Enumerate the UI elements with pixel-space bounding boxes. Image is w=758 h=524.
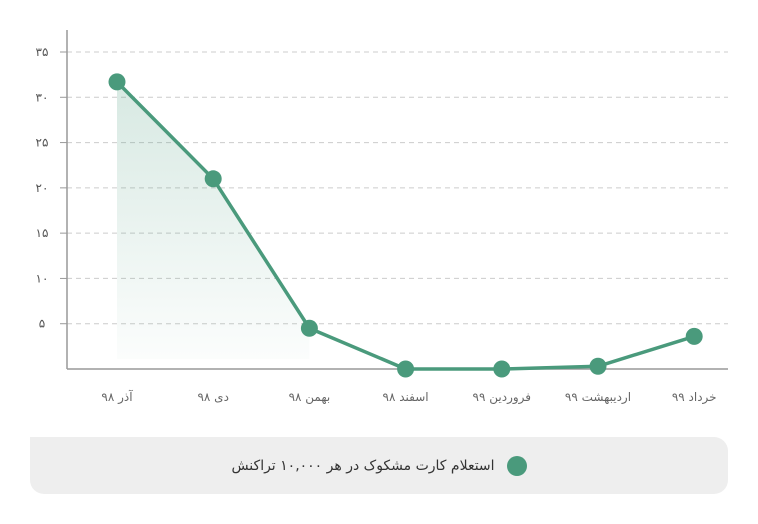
data-point [300, 319, 318, 337]
data-points [108, 73, 703, 378]
y-tick-label: ۲۵ [36, 136, 49, 150]
data-point [204, 170, 222, 188]
y-tick-labels: ۵ ۱۰ ۱۵ ۲۰ ۲۵ ۳۰ ۳۵ [36, 45, 67, 331]
y-tick-label: ۳۵ [36, 45, 49, 59]
data-point [397, 360, 415, 378]
data-point [685, 327, 703, 345]
legend: استعلام کارت مشکوک در هر ۱۰,۰۰۰ تراکنش [30, 437, 728, 494]
area-fill [117, 81, 310, 359]
line-chart: ۵ ۱۰ ۱۵ ۲۰ ۲۵ ۳۰ ۳۵ آذر ۹۸ دی ۹۸ بهمن ۹۸ اسفند ۹۸… [36, 30, 728, 405]
data-point [493, 360, 511, 378]
x-tick-label: بهمن ۹۸ [289, 390, 331, 405]
y-tick-label: ۱۵ [36, 226, 49, 240]
x-tick-label: اردیبهشت ۹۹ [565, 390, 631, 405]
x-tick-label: آذر ۹۸ [101, 389, 133, 405]
y-tick-label: ۲۰ [36, 181, 49, 195]
y-tick-label: ۵ [39, 317, 45, 331]
legend-marker [506, 455, 527, 476]
y-tick-label: ۱۰ [36, 271, 49, 285]
data-point [589, 357, 607, 375]
y-tick-label: ۳۰ [36, 90, 49, 104]
legend-label: استعلام کارت مشکوک در هر ۱۰,۰۰۰ تراکنش [231, 457, 495, 474]
x-tick-label: خرداد ۹۹ [672, 390, 717, 405]
x-tick-label: دی ۹۸ [197, 390, 228, 404]
area-fill-region [117, 81, 310, 359]
x-tick-labels: آذر ۹۸ دی ۹۸ بهمن ۹۸ اسفند ۹۸ فروردین ۹۹ اردی… [101, 389, 716, 405]
data-point [108, 73, 126, 91]
x-tick-label: فروردین ۹۹ [473, 390, 531, 405]
x-tick-label: اسفند ۹۸ [383, 390, 429, 404]
